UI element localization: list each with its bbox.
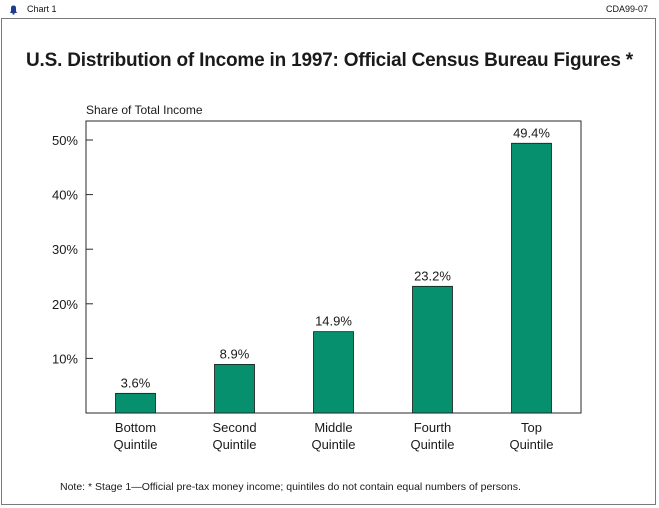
bar [511,142,552,414]
header-bar: Chart 1 CDA99-07 [1,1,656,19]
x-category-label: Top [521,420,542,435]
x-category-label: Second [212,420,256,435]
y-tick-label: 30% [52,242,78,257]
bar-value-label: 14.9% [315,314,352,329]
bar-value-label: 49.4% [513,125,550,140]
chart-note: Note: * Stage 1—Official pre-tax money i… [60,481,521,493]
x-category-label: Quintile [311,437,355,452]
bell-icon [10,5,17,15]
x-category-label: Quintile [212,437,256,452]
chart-code: CDA99-07 [605,4,648,14]
bar-value-label: 3.6% [121,375,151,390]
bar-value-label: 23.2% [414,268,451,283]
bar-value-label: 8.9% [220,346,250,361]
x-category-label: Quintile [113,437,157,452]
y-tick-label: 40% [52,188,78,203]
y-axis-label: Share of Total Income [86,103,203,117]
x-category-label: Bottom [115,420,156,435]
chart-title: U.S. Distribution of Income in 1997: Off… [26,50,633,71]
bar [214,364,255,414]
x-category-label: Fourth [414,420,452,435]
bar [412,285,453,414]
x-category-label: Quintile [509,437,553,452]
y-tick-label: 10% [52,351,78,366]
y-tick-label: 50% [52,133,78,148]
chart-tab-label: Chart 1 [27,4,57,14]
bar [313,331,354,414]
x-category-label: Quintile [410,437,454,452]
bar [115,392,156,414]
y-tick-label: 20% [52,297,78,312]
x-category-label: Middle [314,420,352,435]
